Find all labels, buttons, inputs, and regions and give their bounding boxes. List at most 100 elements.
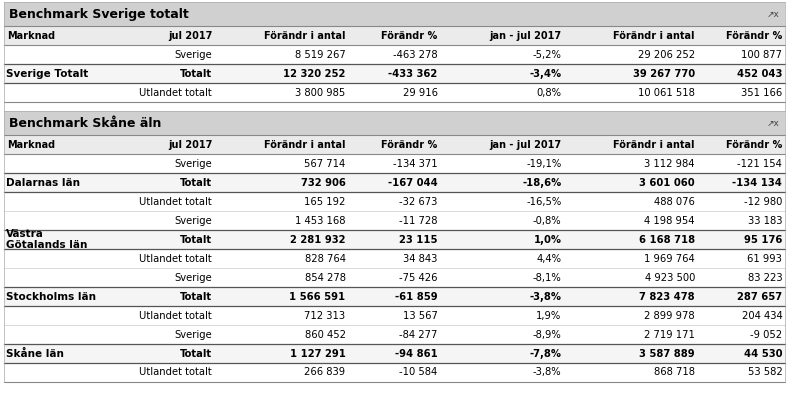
Bar (216, 268, 349, 287)
Text: Totalt: Totalt (180, 235, 212, 245)
Text: -3,8%: -3,8% (533, 367, 562, 378)
Text: Utlandet totalt: Utlandet totalt (139, 367, 212, 378)
Text: -134 134: -134 134 (733, 178, 782, 188)
Bar (698, 211, 785, 230)
Text: -8,9%: -8,9% (533, 329, 562, 340)
Text: 732 906: 732 906 (301, 178, 345, 188)
Bar (349, 173, 441, 192)
Bar (565, 154, 698, 173)
Bar (4, 26, 96, 45)
Text: 488 076: 488 076 (654, 197, 695, 207)
Bar (4, 249, 96, 268)
Text: 8 519 267: 8 519 267 (295, 50, 345, 60)
Text: 567 714: 567 714 (305, 159, 345, 169)
Bar (4, 306, 96, 325)
Text: jan - jul 2017: jan - jul 2017 (490, 140, 562, 150)
Bar (565, 287, 698, 306)
Bar (441, 83, 565, 102)
Text: Sverige: Sverige (175, 50, 212, 60)
Bar (4, 192, 96, 211)
Text: 61 993: 61 993 (748, 254, 782, 264)
Text: -7,8%: -7,8% (530, 348, 562, 359)
Bar (216, 306, 349, 325)
Text: 712 313: 712 313 (305, 310, 345, 321)
Text: 351 166: 351 166 (741, 88, 782, 98)
Bar (4, 83, 96, 102)
Text: Totalt: Totalt (180, 69, 212, 79)
Text: Utlandet totalt: Utlandet totalt (139, 197, 212, 207)
Text: -167 044: -167 044 (388, 178, 438, 188)
Bar (216, 230, 349, 249)
Bar (565, 268, 698, 287)
Text: -8,1%: -8,1% (533, 273, 562, 283)
Bar (698, 64, 785, 83)
Text: -32 673: -32 673 (399, 197, 438, 207)
Bar (4, 344, 96, 363)
Bar (216, 325, 349, 344)
Text: 854 278: 854 278 (305, 273, 345, 283)
Bar (441, 268, 565, 287)
Bar (698, 83, 785, 102)
Text: 4 923 500: 4 923 500 (645, 273, 695, 283)
Bar (565, 230, 698, 249)
Text: 34 843: 34 843 (403, 254, 438, 264)
Bar (96, 192, 216, 211)
Text: 266 839: 266 839 (305, 367, 345, 378)
Bar (349, 268, 441, 287)
Bar (216, 249, 349, 268)
Bar (698, 45, 785, 64)
Text: 33 183: 33 183 (748, 216, 782, 226)
Text: Sverige Totalt: Sverige Totalt (6, 69, 89, 79)
Bar (96, 83, 216, 102)
Text: Totalt: Totalt (180, 292, 212, 302)
Text: Skåne län: Skåne län (6, 348, 65, 359)
Text: -3,8%: -3,8% (530, 292, 562, 302)
Text: -84 277: -84 277 (399, 329, 438, 340)
Text: 3 587 889: 3 587 889 (639, 348, 695, 359)
Bar (349, 154, 441, 173)
Bar (698, 135, 785, 154)
Bar (441, 344, 565, 363)
Bar (441, 192, 565, 211)
Bar (4, 268, 96, 287)
Bar (441, 173, 565, 192)
Text: Sverige: Sverige (175, 273, 212, 283)
Bar (216, 83, 349, 102)
Text: -463 278: -463 278 (393, 50, 438, 60)
Bar (441, 325, 565, 344)
Bar (349, 230, 441, 249)
Bar (96, 363, 216, 382)
Text: -134 371: -134 371 (393, 159, 438, 169)
Bar (96, 344, 216, 363)
Bar (698, 344, 785, 363)
Bar (698, 230, 785, 249)
Bar (216, 287, 349, 306)
Text: Förändr %: Förändr % (381, 31, 438, 41)
Bar (698, 192, 785, 211)
Text: 2 899 978: 2 899 978 (645, 310, 695, 321)
Text: jul 2017: jul 2017 (168, 31, 212, 41)
Bar (216, 173, 349, 192)
Text: 452 043: 452 043 (737, 69, 782, 79)
Bar (441, 26, 565, 45)
Bar (698, 249, 785, 268)
Bar (565, 135, 698, 154)
Bar (441, 363, 565, 382)
Text: Förändr %: Förändr % (726, 31, 782, 41)
Bar (349, 192, 441, 211)
Text: -121 154: -121 154 (737, 159, 782, 169)
Text: 1 969 764: 1 969 764 (645, 254, 695, 264)
Bar (565, 192, 698, 211)
Text: -11 728: -11 728 (399, 216, 438, 226)
Text: jul 2017: jul 2017 (168, 140, 212, 150)
Text: Marknad: Marknad (7, 31, 55, 41)
Bar (4, 45, 96, 64)
Bar (349, 64, 441, 83)
Text: -12 980: -12 980 (744, 197, 782, 207)
Text: -9 052: -9 052 (750, 329, 782, 340)
Bar (4, 2, 785, 26)
Text: -10 584: -10 584 (399, 367, 438, 378)
Text: -94 861: -94 861 (395, 348, 438, 359)
Text: 100 877: 100 877 (741, 50, 782, 60)
Text: Götalands län: Götalands län (6, 240, 87, 250)
